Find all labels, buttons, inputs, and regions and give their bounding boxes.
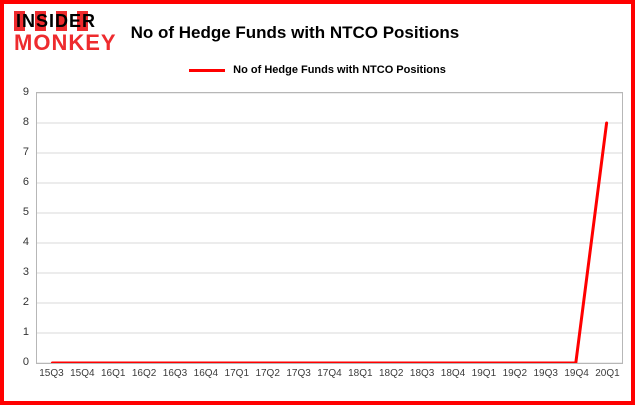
y-axis-label: 1 [22,326,29,338]
x-axis-label: 19Q2 [502,368,528,379]
x-axis-label: 19Q1 [471,368,497,379]
x-axis-label: 18Q2 [379,368,404,379]
y-axis-label: 8 [22,116,29,128]
logo-text-monkey: MONKEY [14,30,117,55]
plot-area [36,92,623,364]
x-axis: 15Q3 15Q4 16Q1 16Q2 16Q3 16Q4 17Q1 17Q2 17Q3 17Q4… [36,368,623,379]
y-axis-label: 2 [22,296,29,308]
x-axis-label: 19Q3 [533,368,558,379]
x-axis-label: 18Q3 [409,368,435,379]
y-axis-label: 4 [22,236,29,248]
x-axis-label: 16Q3 [162,368,188,379]
x-axis-label: 17Q1 [224,368,250,379]
x-axis-label: 19Q4 [564,368,589,379]
x-axis-label: 16Q2 [131,368,157,379]
y-axis-label: 5 [22,206,29,218]
y-axis-label: 7 [22,146,29,158]
chart-title: No of Hedge Funds with NTCO Positions [130,22,460,42]
y-axis-label: 0 [22,356,29,368]
y-axis-label: 9 [22,86,29,98]
plot-wrap: 15Q3 15Q4 16Q1 16Q2 16Q3 16Q4 17Q1 17Q2 17Q3 17Q4… [36,92,623,379]
y-axis-label: 3 [22,266,29,278]
y-axis-label: 6 [22,176,29,188]
logo-text-insider: INSIDER [14,11,99,31]
x-axis-label: 20Q1 [595,368,620,379]
x-axis-label: 16Q4 [193,368,219,379]
legend-label: No of Hedge Funds with NTCO Positions [233,64,446,76]
line-chart-svg [37,93,622,363]
x-axis-label: 16Q1 [100,368,126,379]
x-axis-label: 17Q4 [317,368,342,379]
x-axis-label: 18Q4 [440,368,466,379]
y-axis: 0 1 2 3 4 5 6 7 8 9 [12,86,36,368]
x-axis-label: 15Q3 [39,368,64,379]
legend-line-swatch [189,68,226,72]
x-axis-label: 15Q4 [70,368,95,379]
legend: No of Hedge Funds with NTCO Positions [4,64,631,76]
header: INSIDER MONKEY No of Hedge Funds with NT… [4,4,631,54]
x-axis-label: 17Q3 [286,368,311,379]
x-axis-label: 18Q1 [348,368,373,379]
insider-monkey-logo: INSIDER MONKEY [14,11,117,54]
x-axis-label: 17Q2 [255,368,280,379]
